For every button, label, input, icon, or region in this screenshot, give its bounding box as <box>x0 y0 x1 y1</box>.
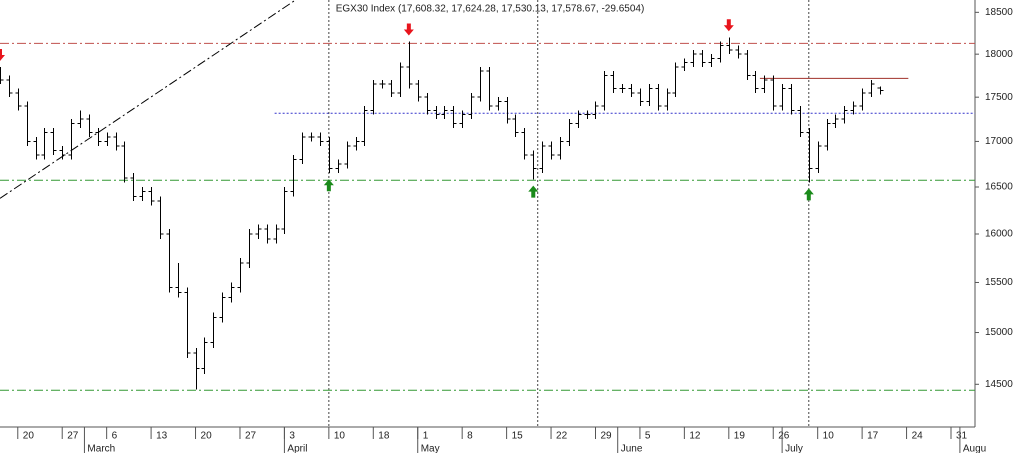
month-label: Augu <box>963 444 986 453</box>
signal-arrow <box>323 179 334 192</box>
x-tick-label: 22 <box>556 431 568 442</box>
y-tick-label: 14500 <box>985 379 1013 390</box>
x-tick-label: 10 <box>823 431 835 442</box>
x-tick-label: 13 <box>156 431 168 442</box>
x-tick-label: 31 <box>956 431 968 442</box>
x-tick-label: 17 <box>867 431 879 442</box>
x-tick-label: 29 <box>600 431 612 442</box>
x-tick-label: 19 <box>734 431 746 442</box>
month-label: April <box>287 444 307 453</box>
x-tick-label: 15 <box>512 431 524 442</box>
signal-arrow <box>528 185 539 198</box>
x-tick-label: 26 <box>778 431 790 442</box>
y-tick-label: 15000 <box>985 327 1013 338</box>
x-tick-label: 10 <box>334 431 346 442</box>
y-tick-label: 16000 <box>985 229 1013 240</box>
x-tick-label: 6 <box>112 431 118 442</box>
x-tick-label: 1 <box>423 431 429 442</box>
y-tick-label: 16500 <box>985 182 1013 193</box>
y-tick-label: 17000 <box>985 136 1013 147</box>
x-tick-label: 18 <box>378 431 390 442</box>
x-tick-label: 3 <box>289 431 295 442</box>
signal-arrow <box>803 188 814 201</box>
month-label: June <box>621 444 643 453</box>
signal-arrow <box>723 19 734 32</box>
month-label: March <box>87 444 115 453</box>
x-tick-label: 8 <box>467 431 473 442</box>
trendline <box>0 0 296 199</box>
y-tick-label: 18500 <box>985 7 1013 18</box>
chart-title: EGX30 Index (17,608.32, 17,624.28, 17,53… <box>336 4 645 15</box>
x-tick-label: 27 <box>245 431 257 442</box>
y-tick-label: 17500 <box>985 92 1013 103</box>
month-label: May <box>421 444 440 453</box>
x-tick-label: 20 <box>23 431 35 442</box>
x-tick-label: 20 <box>201 431 213 442</box>
x-tick-label: 12 <box>689 431 701 442</box>
y-tick-label: 15500 <box>985 277 1013 288</box>
x-tick-label: 5 <box>645 431 651 442</box>
signal-arrow <box>0 48 5 61</box>
month-label: July <box>785 444 803 453</box>
x-tick-label: 24 <box>912 431 924 442</box>
x-tick-label: 27 <box>67 431 79 442</box>
y-tick-label: 18000 <box>985 49 1013 60</box>
signal-arrow <box>403 23 414 36</box>
